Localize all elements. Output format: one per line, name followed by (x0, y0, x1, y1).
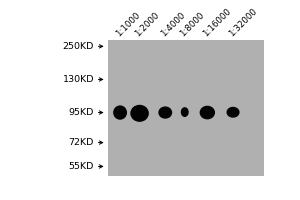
Bar (108, 40, 264, 176)
Ellipse shape (227, 107, 239, 117)
Bar (107, 39, 266, 177)
Text: 55KD: 55KD (69, 162, 94, 171)
Ellipse shape (159, 107, 172, 118)
Ellipse shape (182, 108, 188, 116)
Text: 1:4000: 1:4000 (159, 11, 187, 39)
Text: 250KD: 250KD (63, 42, 94, 51)
Text: 1:8000: 1:8000 (178, 11, 206, 39)
Text: 72KD: 72KD (69, 138, 94, 147)
Text: 130KD: 130KD (62, 75, 94, 84)
Ellipse shape (200, 106, 214, 119)
Ellipse shape (131, 105, 148, 121)
Text: 1:32000: 1:32000 (227, 7, 258, 39)
Text: 95KD: 95KD (69, 108, 94, 117)
Text: 1:16000: 1:16000 (201, 7, 233, 39)
Text: 1:1000: 1:1000 (114, 11, 142, 39)
Ellipse shape (114, 106, 126, 119)
Text: 1:2000: 1:2000 (133, 11, 161, 39)
